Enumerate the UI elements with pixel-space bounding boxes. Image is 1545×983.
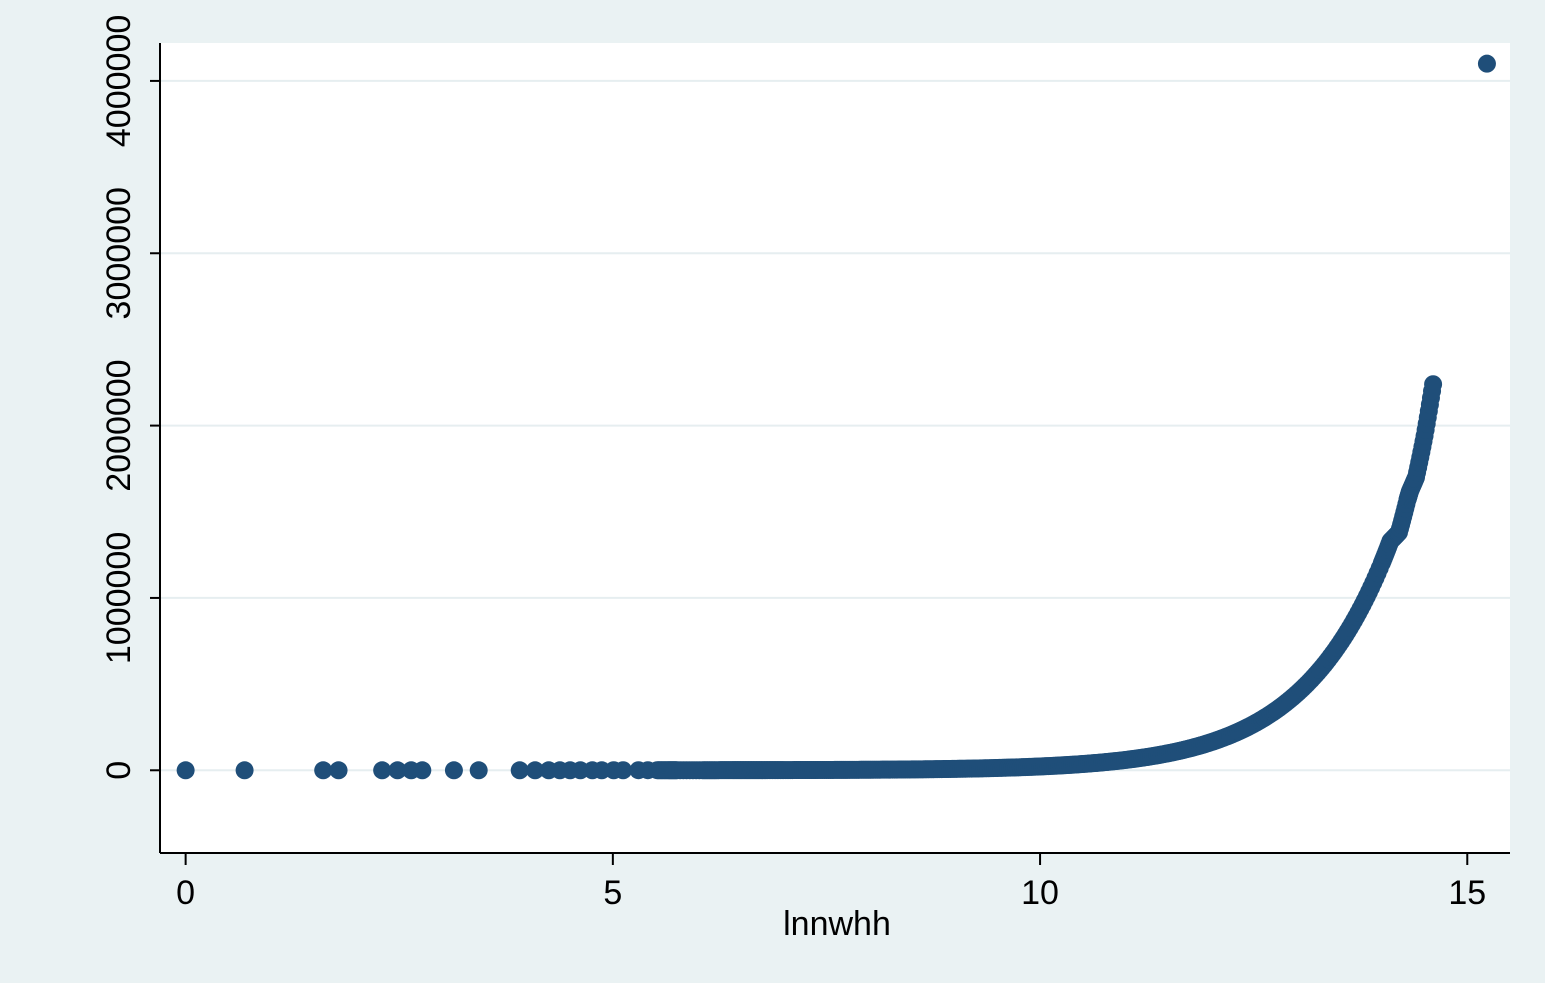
data-point-3 [329, 761, 348, 780]
data-point-7 [413, 761, 432, 780]
data-point-430 [1424, 375, 1443, 394]
data-point-2 [314, 761, 333, 780]
x-axis-title: lnnwhh [783, 905, 891, 943]
data-points [176, 54, 1496, 780]
x-tick-label-0: 0 [176, 874, 195, 912]
data-point-4 [373, 761, 392, 780]
data-point-5 [388, 761, 407, 780]
x-tick-label-1: 5 [603, 874, 622, 912]
y-tick-label-0: 0 [100, 761, 138, 780]
y-tick-label-4: 4000000 [100, 15, 138, 147]
x-tick-label-3: 15 [1448, 874, 1486, 912]
data-point-11 [526, 761, 545, 780]
plot-area [160, 43, 1510, 853]
data-point-19 [614, 761, 633, 780]
y-axis-ticks: 0 1000000 2000000 3000000 4000000 [100, 15, 160, 780]
data-point-10 [510, 761, 529, 780]
x-axis-ticks: 0 5 10 15 [176, 853, 1486, 912]
y-tick-label-1: 1000000 [100, 532, 138, 664]
data-point-1 [235, 761, 254, 780]
data-point-0 [176, 761, 195, 780]
axes [159, 43, 1510, 854]
y-tick-label-2: 2000000 [100, 359, 138, 491]
data-point-8 [444, 761, 463, 780]
data-point-9 [469, 761, 488, 780]
data-point-431 [1477, 54, 1496, 73]
x-tick-label-2: 10 [1021, 874, 1059, 912]
gridlines [160, 79, 1510, 772]
y-tick-label-3: 3000000 [100, 187, 138, 319]
